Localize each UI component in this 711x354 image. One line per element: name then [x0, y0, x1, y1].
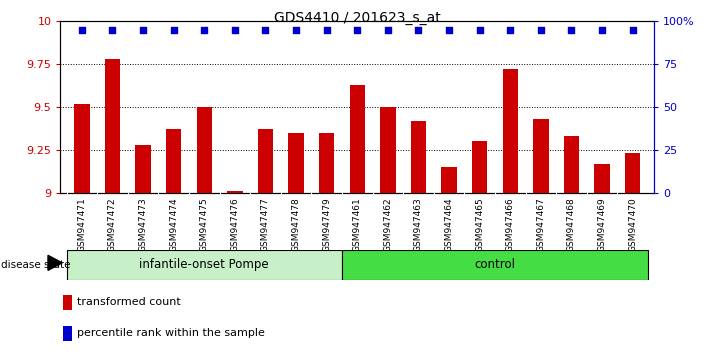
Text: GSM947478: GSM947478: [292, 197, 301, 252]
Text: GSM947466: GSM947466: [506, 197, 515, 252]
Bar: [258, 130, 273, 193]
Point: [290, 27, 301, 33]
Text: GSM947477: GSM947477: [261, 197, 270, 252]
Point: [168, 27, 179, 33]
Point: [444, 27, 455, 33]
Bar: [533, 119, 549, 193]
Bar: [564, 136, 579, 193]
Bar: [380, 107, 395, 193]
Point: [198, 27, 210, 33]
Polygon shape: [48, 255, 63, 270]
Text: GSM947476: GSM947476: [230, 197, 240, 252]
Text: GSM947469: GSM947469: [598, 197, 606, 252]
Text: GSM947470: GSM947470: [629, 197, 637, 252]
Point: [597, 27, 608, 33]
Bar: [105, 59, 120, 193]
Point: [566, 27, 577, 33]
Text: GSM947474: GSM947474: [169, 197, 178, 252]
Text: GSM947464: GSM947464: [444, 197, 454, 252]
Text: control: control: [474, 258, 515, 271]
Text: GSM947462: GSM947462: [383, 197, 392, 252]
Bar: [166, 130, 181, 193]
Point: [627, 27, 638, 33]
Bar: [135, 145, 151, 193]
Point: [107, 27, 118, 33]
Bar: [342, 250, 648, 280]
Point: [229, 27, 240, 33]
Bar: [442, 167, 456, 193]
Bar: [472, 141, 487, 193]
Bar: [63, 326, 72, 341]
Bar: [197, 107, 212, 193]
Text: GDS4410 / 201623_s_at: GDS4410 / 201623_s_at: [274, 11, 441, 25]
Text: GSM947472: GSM947472: [108, 197, 117, 252]
Text: GSM947471: GSM947471: [77, 197, 86, 252]
Text: disease state: disease state: [1, 260, 71, 270]
Bar: [228, 191, 242, 193]
Text: GSM947467: GSM947467: [536, 197, 545, 252]
Bar: [319, 133, 334, 193]
Text: percentile rank within the sample: percentile rank within the sample: [77, 329, 265, 338]
Point: [260, 27, 271, 33]
Bar: [503, 69, 518, 193]
Bar: [411, 121, 426, 193]
Text: GSM947479: GSM947479: [322, 197, 331, 252]
Bar: [350, 85, 365, 193]
Point: [137, 27, 149, 33]
Text: GSM947468: GSM947468: [567, 197, 576, 252]
Bar: [289, 133, 304, 193]
Point: [76, 27, 87, 33]
Bar: [625, 153, 641, 193]
Bar: [74, 104, 90, 193]
Text: transformed count: transformed count: [77, 297, 181, 307]
Point: [413, 27, 424, 33]
Point: [505, 27, 516, 33]
Point: [351, 27, 363, 33]
Point: [321, 27, 332, 33]
Point: [474, 27, 486, 33]
Bar: [63, 295, 72, 310]
Text: GSM947465: GSM947465: [475, 197, 484, 252]
Bar: [594, 164, 610, 193]
Text: GSM947473: GSM947473: [139, 197, 148, 252]
Point: [535, 27, 547, 33]
Text: GSM947463: GSM947463: [414, 197, 423, 252]
Bar: [67, 250, 342, 280]
Text: GSM947475: GSM947475: [200, 197, 209, 252]
Text: infantile-onset Pompe: infantile-onset Pompe: [139, 258, 269, 271]
Text: GSM947461: GSM947461: [353, 197, 362, 252]
Point: [383, 27, 394, 33]
